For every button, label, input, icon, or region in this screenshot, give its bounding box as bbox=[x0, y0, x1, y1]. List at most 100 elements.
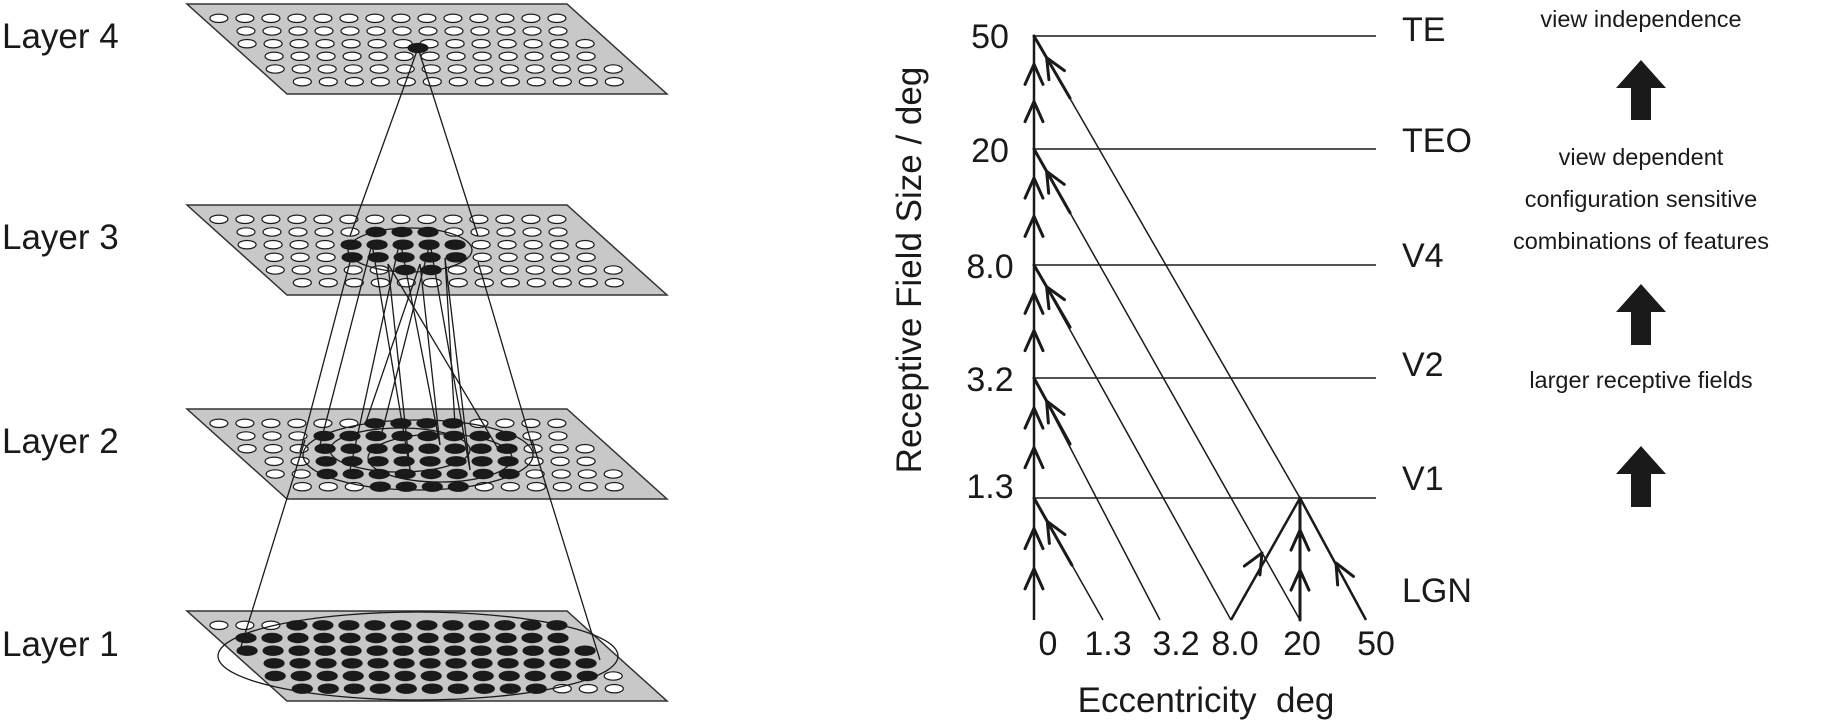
active-unit bbox=[342, 670, 364, 682]
unit bbox=[316, 51, 336, 62]
active-unit bbox=[447, 683, 469, 694]
unit bbox=[495, 13, 515, 24]
unit bbox=[421, 64, 441, 74]
diagonal-arrow-shaft bbox=[1032, 263, 1072, 329]
active-unit bbox=[263, 658, 285, 669]
unit bbox=[237, 239, 257, 250]
active-unit bbox=[339, 632, 361, 644]
unit bbox=[547, 214, 567, 225]
x-tick-8: 8.0 bbox=[1211, 625, 1258, 663]
active-unit bbox=[445, 658, 467, 669]
active-unit bbox=[522, 645, 544, 656]
vertical-arrow-icon bbox=[1023, 329, 1045, 353]
unit bbox=[498, 252, 518, 263]
unit bbox=[422, 76, 442, 87]
active-unit bbox=[343, 683, 365, 694]
active-unit bbox=[317, 683, 339, 694]
active-unit bbox=[290, 670, 312, 682]
unit bbox=[313, 13, 333, 24]
active-unit bbox=[443, 632, 465, 644]
unit bbox=[548, 227, 568, 237]
projection-2-1-left bbox=[239, 439, 306, 651]
projection-3-2 bbox=[319, 243, 373, 446]
up-arrow-middle-icon bbox=[1616, 284, 1666, 345]
layer-3-label: Layer 3 bbox=[2, 218, 119, 257]
unit bbox=[523, 38, 543, 49]
area-v1: V1 bbox=[1402, 460, 1444, 498]
unit bbox=[577, 265, 597, 275]
unit bbox=[209, 418, 229, 429]
unit bbox=[291, 64, 311, 74]
layer-1-label: Layer 1 bbox=[2, 625, 119, 664]
unit bbox=[526, 76, 546, 87]
unit bbox=[603, 64, 623, 74]
active-unit bbox=[367, 252, 389, 263]
unit bbox=[209, 620, 229, 631]
active-unit bbox=[288, 645, 310, 656]
unit bbox=[292, 481, 312, 492]
unit bbox=[344, 277, 364, 288]
active-unit bbox=[342, 468, 364, 480]
v1-right-arrow-icon bbox=[1334, 561, 1355, 587]
vertical-arrow-icon bbox=[1023, 62, 1045, 86]
active-unit bbox=[494, 620, 516, 631]
unit bbox=[290, 252, 310, 263]
active-unit bbox=[549, 658, 571, 669]
unit bbox=[366, 26, 386, 36]
y-tick-3-2: 3.2 bbox=[966, 361, 1013, 399]
diagonal-arrow-shaft bbox=[1032, 376, 1072, 446]
active-unit bbox=[340, 443, 362, 454]
unit bbox=[604, 683, 624, 694]
active-unit bbox=[395, 683, 417, 694]
unit bbox=[290, 51, 310, 62]
unit bbox=[550, 51, 570, 62]
active-unit bbox=[548, 645, 570, 656]
active-unit bbox=[367, 658, 389, 669]
unit bbox=[318, 76, 338, 87]
connection-arrows bbox=[1023, 34, 1355, 622]
diagonal-arrow-shaft bbox=[1032, 147, 1072, 215]
active-unit bbox=[497, 456, 519, 467]
projection-3-2 bbox=[364, 263, 421, 426]
unit bbox=[264, 456, 284, 467]
active-unit bbox=[235, 632, 257, 644]
active-unit bbox=[289, 658, 311, 669]
unit bbox=[576, 252, 596, 263]
active-unit bbox=[264, 670, 286, 682]
active-unit bbox=[236, 645, 258, 656]
unit bbox=[551, 64, 571, 74]
active-unit bbox=[520, 620, 542, 631]
active-unit bbox=[393, 456, 415, 467]
unit bbox=[521, 214, 541, 225]
unit bbox=[526, 481, 546, 492]
projection-3-2 bbox=[349, 239, 401, 471]
unit bbox=[287, 418, 307, 429]
unit bbox=[473, 265, 493, 275]
vertical-arrow-icon bbox=[1023, 176, 1045, 200]
unit bbox=[313, 214, 333, 225]
active-unit bbox=[368, 670, 390, 682]
unit bbox=[578, 481, 598, 492]
active-unit bbox=[393, 658, 415, 669]
receptive-field-chart: 50 20 8.0 3.2 1.3 0 1.3 3.2 8.0 20 50 Ec… bbox=[890, 11, 1472, 720]
diagonal-arrow-icon bbox=[1045, 56, 1066, 82]
annotation-view-dependent: view dependent bbox=[1559, 144, 1724, 170]
active-unit bbox=[261, 632, 283, 644]
active-unit bbox=[442, 418, 464, 429]
unit bbox=[551, 469, 571, 479]
unit bbox=[525, 64, 545, 74]
active-unit bbox=[394, 670, 416, 682]
unit bbox=[524, 456, 544, 467]
active-unit bbox=[364, 620, 386, 631]
unit bbox=[263, 239, 283, 250]
projection-3-2 bbox=[387, 263, 411, 471]
unit bbox=[287, 214, 307, 225]
projection-3-2 bbox=[444, 257, 471, 471]
active-unit bbox=[419, 252, 441, 263]
active-unit bbox=[444, 443, 466, 454]
y-tick-20: 20 bbox=[971, 132, 1009, 170]
unit bbox=[288, 26, 308, 36]
active-unit bbox=[391, 226, 413, 238]
unit bbox=[525, 265, 545, 275]
annotation-view-independence: view independence bbox=[1540, 6, 1741, 32]
